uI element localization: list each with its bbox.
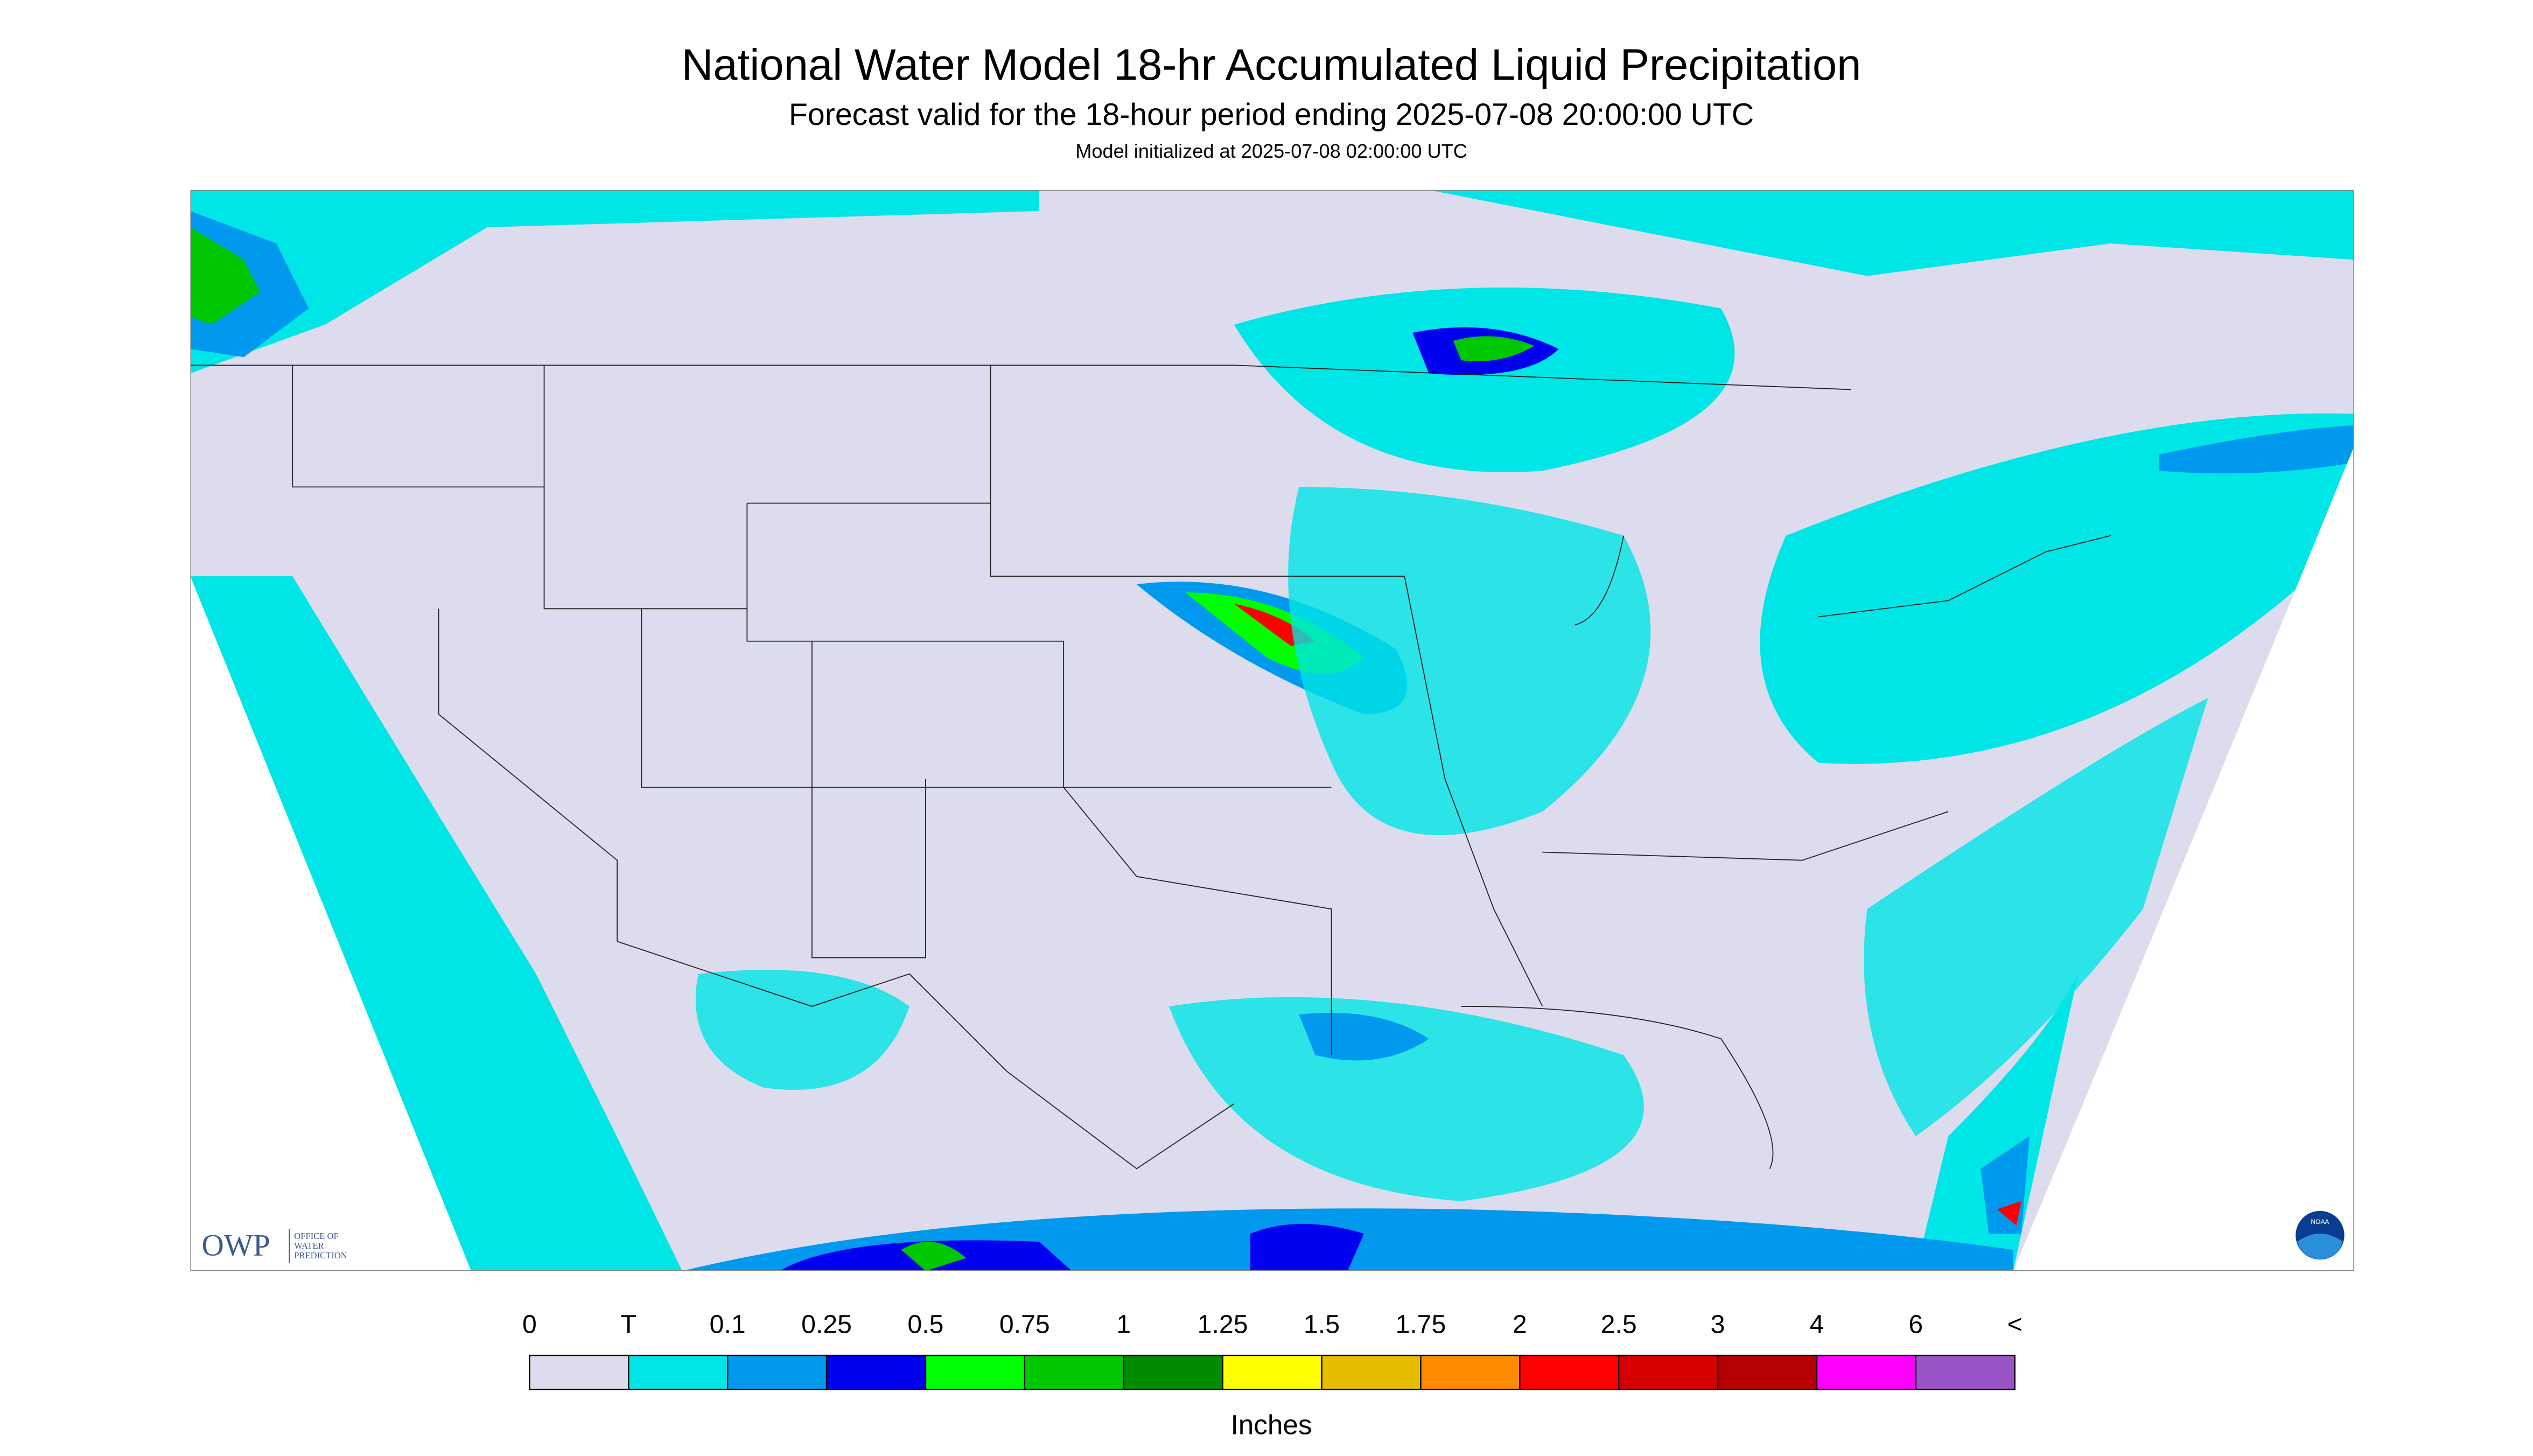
legend-unit: Inches bbox=[1231, 1409, 1312, 1440]
title: National Water Model 18-hr Accumulated L… bbox=[682, 40, 1862, 89]
legend-swatch bbox=[726, 1354, 828, 1390]
legend-swatch bbox=[1123, 1354, 1223, 1390]
legend-label: 3 bbox=[1711, 1310, 1725, 1339]
legend-swatch bbox=[1915, 1354, 2016, 1390]
legend-swatch bbox=[1717, 1354, 1818, 1390]
legend-label: 0 bbox=[522, 1310, 537, 1339]
legend: 0 T 0.1 0.25 0.5 0.75 1 1.25 1.5 1.75 2 2.5 3 4 6 < bbox=[522, 1310, 2023, 1390]
legend-label: 6 bbox=[1908, 1310, 1923, 1339]
legend-swatch bbox=[1519, 1354, 1620, 1390]
legend-swatch bbox=[1024, 1354, 1124, 1390]
legend-label: 2 bbox=[1513, 1310, 1527, 1339]
legend-swatch bbox=[925, 1354, 1026, 1390]
legend-label: 0.5 bbox=[907, 1310, 943, 1339]
owp-logo-line: PREDICTION bbox=[294, 1250, 347, 1261]
legend-label: < bbox=[2007, 1310, 2023, 1339]
legend-label: 0.1 bbox=[710, 1310, 746, 1339]
legend-swatch bbox=[1816, 1354, 1917, 1390]
legend-swatch bbox=[1420, 1354, 1521, 1390]
owp-logo-line: OFFICE OF bbox=[294, 1231, 338, 1241]
legend-label: 1.25 bbox=[1198, 1310, 1248, 1339]
owp-logo-line: WATER bbox=[294, 1241, 324, 1251]
legend-swatch bbox=[1618, 1354, 1719, 1390]
legend-label: 0.25 bbox=[801, 1310, 852, 1339]
legend-label: 1 bbox=[1116, 1310, 1131, 1339]
legend-swatch bbox=[628, 1354, 729, 1390]
legend-swatch bbox=[825, 1354, 927, 1390]
noaa-logo-text: NOAA bbox=[2311, 1218, 2329, 1226]
legend-label: 2.5 bbox=[1601, 1310, 1637, 1339]
legend-label: 1.75 bbox=[1395, 1310, 1446, 1339]
subtitle: Forecast valid for the 18-hour period en… bbox=[789, 97, 1754, 132]
legend-swatch bbox=[1222, 1354, 1323, 1390]
legend-swatch bbox=[529, 1354, 629, 1390]
legend-label: 4 bbox=[1809, 1310, 1824, 1339]
legend-label: 0.75 bbox=[999, 1310, 1050, 1339]
legend-label: T bbox=[621, 1310, 636, 1339]
owp-logo: OWP bbox=[201, 1228, 270, 1262]
init-time: Model initialized at 2025-07-08 02:00:00… bbox=[1075, 140, 1467, 162]
legend-swatch bbox=[1321, 1354, 1422, 1390]
legend-label: 1.5 bbox=[1304, 1310, 1340, 1339]
